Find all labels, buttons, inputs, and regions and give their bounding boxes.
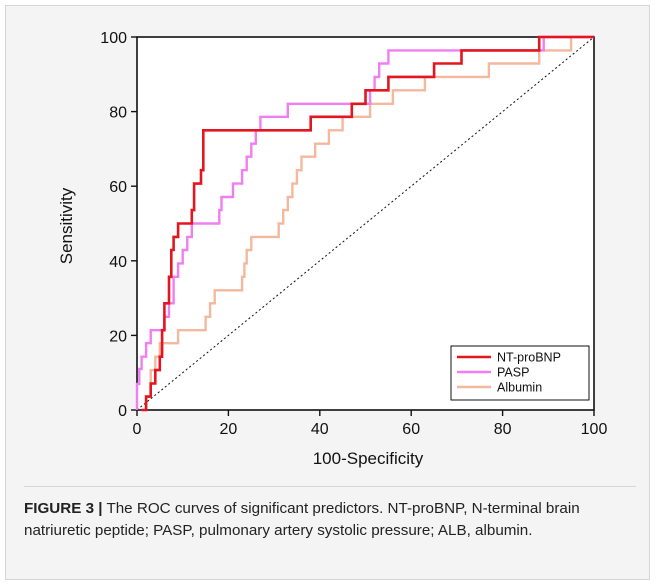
figure-panel: 0 20 40 60 80 100 0 20 40 60 80 100 NT-proBNP PASP Al… — [5, 5, 650, 580]
divider — [24, 486, 636, 487]
roc-chart-svg: 0 20 40 60 80 100 0 20 40 60 80 100 NT-proBNPPASPAl… — [57, 30, 608, 468]
y-tick-label: 0 — [118, 403, 127, 420]
y-tick-label: 80 — [109, 105, 127, 122]
x-tick-label: 20 — [220, 421, 238, 438]
x-tick-label: 60 — [402, 421, 420, 438]
x-tick-label: 40 — [311, 421, 329, 438]
x-tick-label: 80 — [494, 421, 512, 438]
series-line-nt-probnp — [141, 35, 594, 412]
x-axis-label: 100-Specificity — [313, 449, 424, 468]
legend-label: PASP — [497, 366, 529, 380]
y-tick-label: 60 — [109, 179, 127, 196]
caption-text: The ROC curves of significant predictors… — [24, 500, 580, 539]
y-tick-label: 20 — [109, 328, 127, 345]
caption-label: FIGURE 3 | — [24, 500, 103, 517]
x-tick-label: 0 — [133, 421, 142, 438]
y-tick-label: 100 — [100, 30, 127, 47]
legend-label: Albumin — [497, 381, 542, 395]
y-axis-label: Sensitivity — [57, 187, 76, 264]
roc-chart: 0 20 40 60 80 100 0 20 40 60 80 100 NT-proBNP PASP Al… — [6, 6, 651, 484]
y-tick-label: 40 — [109, 254, 127, 271]
legend-label: NT-proBNP — [497, 351, 561, 365]
series-line-albumin — [141, 35, 594, 412]
x-tick-label: 100 — [581, 421, 608, 438]
figure-caption: FIGURE 3 | The ROC curves of significant… — [24, 498, 636, 542]
reference-diagonal-line — [136, 36, 595, 411]
